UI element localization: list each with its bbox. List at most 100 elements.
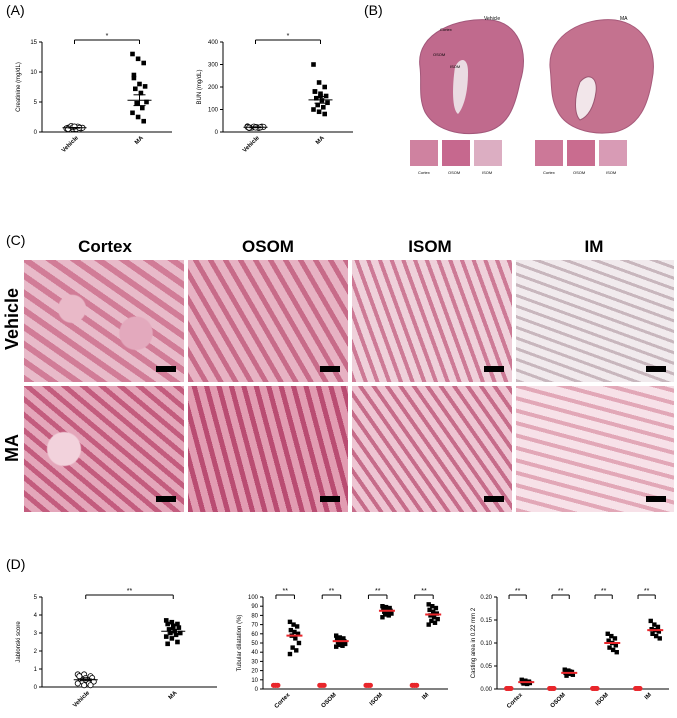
y-axis-label: Jablonski score [16, 621, 22, 663]
y-tick-label: 1 [34, 667, 38, 673]
data-point-ma [607, 645, 612, 650]
data-point-ma [341, 636, 346, 641]
data-point-ma [137, 81, 142, 87]
tubular-chart: 0 10 20 30 40 50 60 70 80 90 100 Tubular dilatation… [237, 588, 448, 710]
data-point-ma [381, 606, 386, 612]
data-point-ma [142, 84, 148, 89]
y-tick-label: 15 [30, 40, 37, 46]
histology-ma-isom [352, 386, 512, 512]
inset-isom-v: ISOM [482, 170, 493, 175]
data-point-ma [311, 62, 316, 67]
y-axis-label: Casting area in 0.22 mm 2 [471, 607, 477, 678]
data-point-ma [291, 622, 296, 627]
y-tick-label: 20 [251, 669, 258, 675]
data-point-ma [316, 109, 322, 115]
data-point-ma [325, 100, 330, 106]
data-point-ma [322, 111, 327, 117]
significance-label: ** [329, 588, 335, 595]
col-cortex: Cortex [78, 237, 132, 256]
data-point-ma [141, 60, 146, 66]
significance-label: ** [601, 588, 607, 595]
panel-d-label: (D) [6, 556, 26, 572]
data-point-vehicle [87, 682, 94, 689]
kidney-illustration [410, 19, 654, 166]
y-tick-label: 5 [34, 100, 38, 106]
inset-osom-v: OSOM [448, 170, 461, 175]
data-point-vehicle [551, 686, 557, 692]
significance-label: ** [644, 588, 650, 595]
data-point-ma [322, 84, 327, 90]
y-tick-label: 0.20 [480, 595, 492, 601]
histology-vehicle-isom [352, 260, 512, 382]
data-point-ma [163, 618, 169, 623]
data-point-ma [387, 605, 392, 611]
data-point-ma [314, 95, 319, 101]
data-point-ma [380, 615, 385, 620]
histology-vehicle-im [516, 260, 674, 382]
data-point-ma [315, 102, 320, 108]
data-point-ma [605, 631, 610, 636]
x-tick-label: OSOM [321, 692, 338, 709]
data-point-ma [609, 633, 614, 639]
data-point-ma [343, 641, 348, 647]
y-tick-label: 30 [251, 659, 258, 665]
data-point-ma [567, 669, 573, 674]
data-point-ma [169, 619, 175, 625]
y-tick-label: 300 [208, 63, 219, 69]
panel-b-label: (B) [364, 2, 383, 18]
data-point-ma [130, 110, 135, 116]
data-point-ma [134, 100, 139, 106]
data-point-ma [435, 616, 440, 622]
y-axis-label: BUN (mg/dL) [197, 69, 203, 104]
data-point-ma [177, 630, 183, 636]
x-tick-label: OSOM [550, 692, 567, 709]
data-point-ma [135, 56, 141, 62]
data-point-ma [431, 615, 437, 620]
data-point-ma [295, 631, 301, 636]
y-tick-label: 70 [251, 623, 258, 629]
jablonski-chart: 0 1 2 3 4 5 Jablonski score Vehicle MA ** [16, 588, 217, 709]
y-tick-label: 400 [208, 40, 219, 46]
data-point-ma [292, 629, 297, 635]
y-axis-label: Creatinine (mg/dL) [16, 62, 22, 112]
inset-cortex-v: Cortex [418, 170, 430, 175]
data-point-ma [144, 99, 149, 105]
data-point-ma [169, 636, 175, 641]
x-tick-label: Vehicle [242, 135, 261, 154]
data-point-ma [294, 624, 300, 629]
x-tick-label: Vehicle [61, 135, 80, 154]
scale-bar [646, 366, 666, 372]
data-point-ma [382, 612, 388, 617]
data-point-ma [131, 72, 137, 78]
data-point-ma [432, 620, 438, 625]
y-tick-label: 0.00 [480, 687, 492, 693]
x-tick-label: IM [644, 692, 653, 701]
y-tick-label: 2 [34, 649, 38, 655]
data-point-ma [426, 602, 431, 607]
data-point-vehicle [508, 686, 514, 692]
data-point-ma [163, 634, 169, 639]
y-tick-label: 0.15 [480, 618, 492, 624]
data-point-ma [135, 114, 141, 120]
data-point-ma [141, 118, 146, 124]
data-point-ma [524, 681, 530, 687]
data-point-ma [562, 667, 567, 672]
data-point-ma [165, 641, 170, 647]
significance-label: ** [375, 588, 381, 595]
y-axis-label: Tubular dilatation (%) [237, 615, 243, 672]
data-point-ma [427, 607, 432, 613]
data-point-ma [429, 618, 434, 624]
data-point-vehicle [414, 682, 420, 688]
data-point-ma [334, 633, 339, 638]
inset-isom-ma: ISOM [606, 170, 617, 175]
x-tick-label: MA [134, 135, 145, 146]
data-point-vehicle [81, 682, 88, 689]
data-point-vehicle [275, 682, 281, 688]
data-point-ma [176, 625, 182, 630]
data-point-ma [173, 632, 179, 638]
data-point-ma [652, 622, 657, 627]
data-point-ma [133, 86, 138, 92]
y-tick-label: 100 [248, 595, 259, 601]
kidney-sections: Vehicle MA Cortex OSOM ISOM Cortex OSOM … [400, 12, 665, 182]
